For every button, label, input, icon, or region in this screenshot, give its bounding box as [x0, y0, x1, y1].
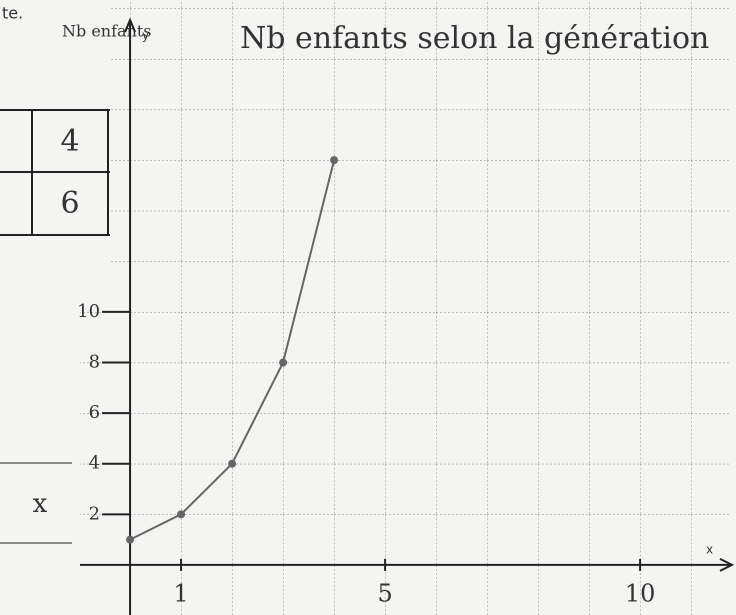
y-tick-label: 2: [89, 503, 100, 524]
x-tick-label: 10: [625, 579, 656, 607]
data-point: [330, 156, 339, 165]
y-tick-label: 8: [89, 352, 100, 373]
x-tick-label: 5: [377, 579, 392, 607]
x-axis-name: x: [706, 543, 713, 557]
left-panel: [0, 0, 110, 300]
y-axis-name: y: [142, 29, 149, 43]
y-tick-label: 6: [89, 402, 100, 423]
arrow: [124, 17, 136, 33]
grid: [80, 0, 730, 615]
y-tick-label: 10: [77, 301, 100, 322]
data-point: [126, 535, 135, 544]
x-tick-label: 1: [173, 579, 188, 607]
data-point: [228, 459, 237, 468]
data-point: [177, 510, 186, 519]
arrow: [719, 558, 735, 572]
data-point: [279, 358, 288, 367]
y-tick-label: 4: [89, 453, 100, 474]
note: te.: [2, 4, 23, 23]
fragment-label: x: [33, 489, 48, 519]
chart-title: Nb enfants selon la génération: [240, 21, 709, 56]
table-cell: 6: [60, 186, 79, 221]
y-axis-title: Nb enfants: [62, 22, 152, 41]
table-cell: 4: [60, 124, 79, 159]
